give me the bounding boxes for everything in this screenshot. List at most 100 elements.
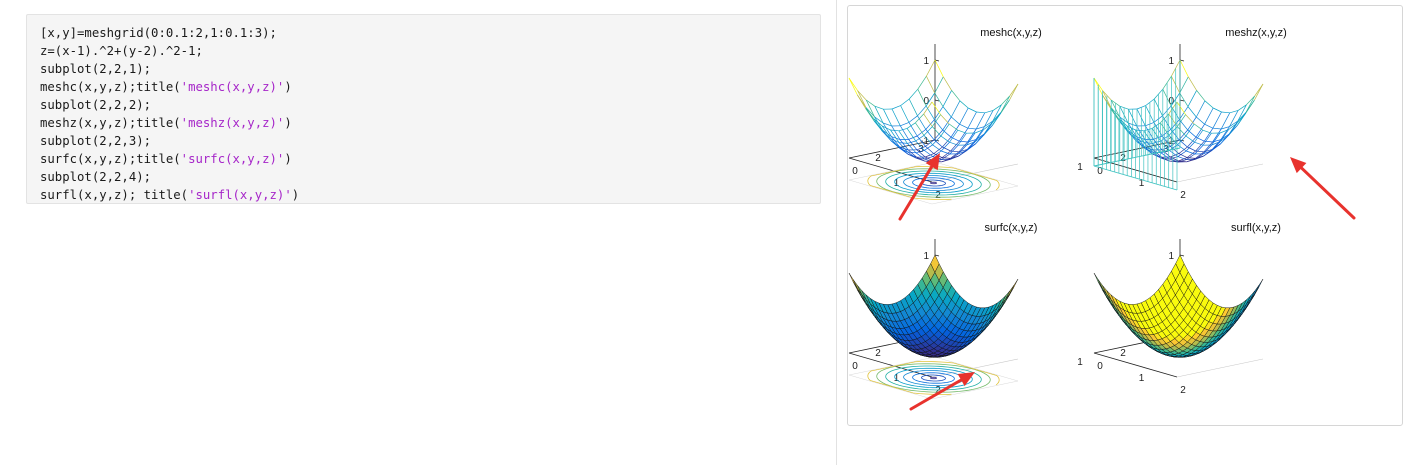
mesh-line [1110, 99, 1121, 107]
mesh-line [942, 146, 951, 152]
mesh-line [1204, 107, 1214, 125]
arrow-shaft [909, 378, 963, 411]
mesh-line [1177, 126, 1187, 137]
contour-line [867, 361, 1000, 395]
mesh-line [1160, 152, 1170, 160]
code-text: subplot(2,2,3); [40, 134, 152, 148]
mesh-line [881, 125, 892, 139]
mesh-line [992, 104, 1002, 111]
mesh-line [975, 129, 984, 142]
mesh-line [1169, 156, 1178, 160]
code-text: ) [284, 116, 292, 130]
mesh-line [942, 129, 952, 138]
mesh-line [958, 150, 968, 157]
mesh-line [1212, 139, 1222, 150]
mesh-line [1245, 100, 1255, 113]
mesh-line [899, 142, 908, 144]
y-tick-label: 2 [1120, 348, 1126, 359]
mesh-line [941, 150, 950, 155]
mesh-line [1237, 113, 1247, 126]
mesh-line [1187, 157, 1196, 159]
mesh-line [899, 139, 909, 151]
mesh-line [1212, 127, 1222, 130]
mesh-line [1169, 144, 1178, 151]
mesh-line [933, 139, 943, 148]
mesh-line [1127, 122, 1137, 137]
mesh-line [1245, 95, 1256, 113]
mesh-line [1153, 135, 1163, 140]
mesh-line [948, 123, 959, 131]
mesh-line [1009, 83, 1019, 101]
mesh-line [950, 151, 960, 159]
mesh-line [874, 106, 884, 124]
mesh-line [924, 144, 933, 151]
mesh-line [1127, 130, 1137, 142]
mesh-line [992, 104, 1002, 122]
mesh-line [950, 155, 959, 159]
mesh-line [1177, 144, 1187, 152]
mesh-line [900, 122, 910, 127]
mesh-line [1161, 157, 1170, 160]
code-line: surfl(x,y,z); title('surfl(x,y,z)') [40, 186, 820, 204]
mesh-line [931, 101, 941, 115]
back-edge [1176, 358, 1264, 378]
mesh-line [1186, 159, 1196, 163]
x-tick-label: 1 [894, 373, 900, 384]
mesh-line [925, 119, 935, 130]
mesh-line [915, 152, 925, 160]
mesh-line [1219, 129, 1229, 134]
mesh-line [940, 135, 950, 143]
mesh-line [925, 92, 935, 107]
back-edge [1176, 163, 1264, 183]
mesh-line [1196, 90, 1206, 102]
mesh-line [1001, 95, 1010, 106]
mesh-line [900, 125, 909, 140]
mesh-line [1195, 140, 1205, 152]
mesh-line [934, 106, 944, 120]
mesh-line [951, 116, 960, 125]
mesh-line [1102, 94, 1111, 109]
mesh-line [1153, 88, 1164, 100]
mesh-line [874, 105, 884, 110]
mesh-line [1000, 100, 1010, 113]
annotation-arrow-meshc [898, 153, 940, 221]
mesh-line [848, 77, 858, 91]
x-tick-label: 0 [1097, 361, 1103, 372]
mesh-line [1187, 136, 1197, 148]
z-tick-label: 0 [923, 96, 929, 107]
mesh-line [882, 122, 892, 137]
mesh-line [1186, 153, 1195, 160]
mesh-line [1187, 106, 1197, 118]
mesh-line [874, 116, 884, 131]
mesh-line [925, 146, 935, 154]
mesh-line [1186, 150, 1196, 158]
mesh-line [1228, 124, 1238, 135]
mesh-line [917, 89, 927, 107]
mesh-line [967, 128, 977, 143]
y-tick-label: 2 [875, 153, 881, 164]
mesh-line [1221, 126, 1230, 130]
mesh-line [941, 153, 950, 160]
mesh-line [984, 120, 993, 127]
mesh-line [926, 76, 936, 94]
mesh-line [1195, 155, 1204, 159]
mesh-line [1169, 150, 1179, 157]
z-tick [1179, 254, 1185, 257]
mesh-line [1185, 141, 1195, 152]
mesh-line [1212, 111, 1222, 129]
mesh-line [1195, 100, 1206, 118]
subplot-meshc: meshc(x,y,z)10-1321012 [848, 27, 1042, 205]
z-tick [934, 254, 940, 257]
mesh-line [916, 129, 927, 137]
mesh-line [983, 122, 993, 130]
code-text: subplot(2,2,2); [40, 98, 152, 112]
code-line: meshc(x,y,z);title('meshc(x,y,z)') [40, 78, 820, 96]
mesh-line [1178, 153, 1188, 158]
mesh-line [857, 90, 867, 101]
mesh-line [1145, 98, 1155, 106]
mesh-line [926, 59, 936, 77]
mesh-line [865, 99, 875, 117]
mesh-line [1220, 133, 1230, 140]
y-tick-label: 1 [1077, 162, 1083, 173]
mesh-line [1177, 114, 1186, 127]
